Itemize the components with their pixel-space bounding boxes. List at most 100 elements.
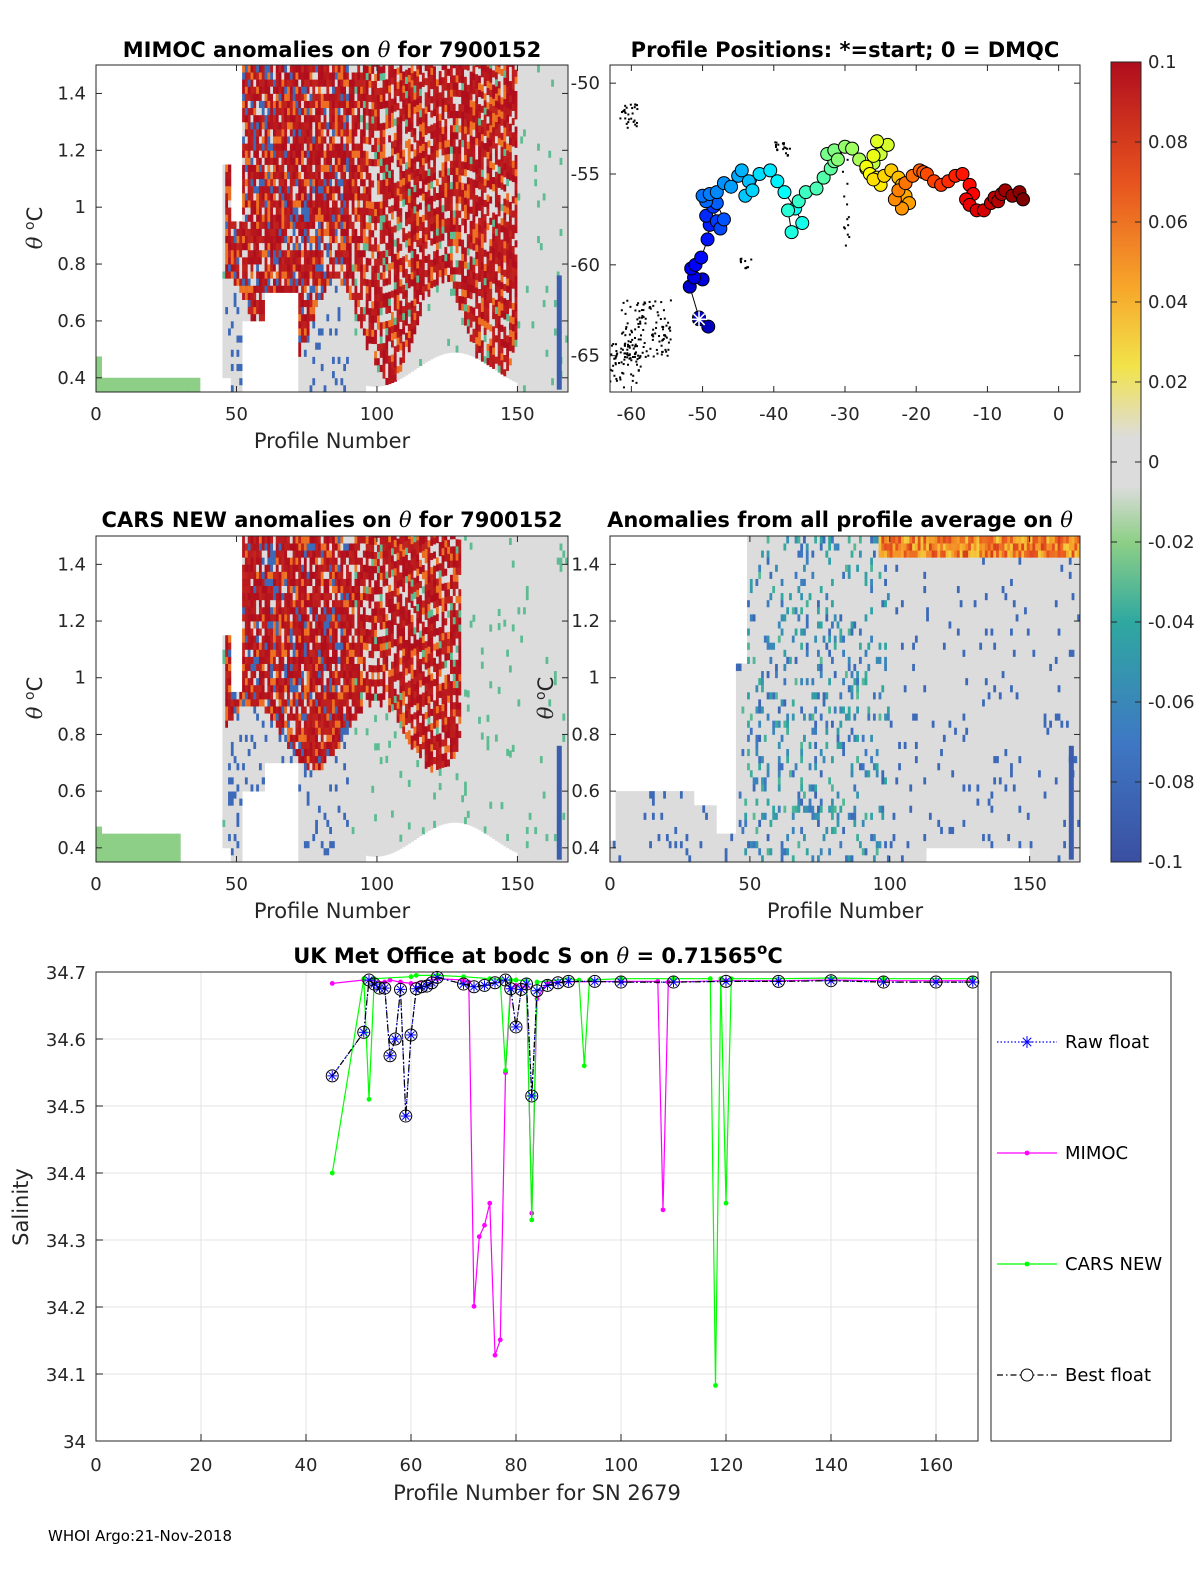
heatmap-cell — [258, 72, 263, 80]
heatmap-cell — [242, 200, 246, 208]
heatmap-cell — [464, 161, 468, 170]
heatmap-cell — [483, 235, 487, 243]
heatmap-cell — [494, 71, 499, 80]
heatmap-cell — [357, 328, 361, 336]
heatmap-cell — [337, 271, 341, 279]
heatmap-cell — [354, 349, 358, 357]
heatmap-cell — [374, 201, 378, 209]
heatmap-cell — [174, 384, 178, 392]
heatmap-cell — [301, 207, 305, 215]
heatmap-cell — [480, 261, 485, 270]
heatmap-cell — [407, 316, 412, 324]
heatmap-cell — [441, 311, 445, 319]
heatmap-cell — [242, 65, 246, 73]
heatmap-cell — [166, 384, 170, 392]
heatmap-cell — [177, 377, 181, 386]
heatmap-cell — [267, 278, 271, 286]
heatmap-cell — [326, 164, 330, 173]
heatmap-cell — [450, 174, 454, 183]
heatmap-cell — [430, 166, 434, 175]
heatmap-cell — [413, 141, 417, 150]
heatmap-cell — [469, 99, 473, 108]
heatmap-cell — [96, 384, 100, 392]
heatmap-cell — [287, 249, 291, 258]
heatmap-cell — [284, 278, 288, 286]
heatmap-cell — [405, 339, 409, 347]
heatmap-cell — [455, 238, 459, 247]
heatmap-cell — [399, 271, 403, 280]
heatmap-cell — [424, 113, 428, 121]
heatmap-cell — [244, 143, 249, 151]
heatmap-cell — [379, 222, 383, 230]
heatmap-cell — [410, 207, 414, 216]
heatmap-cell — [497, 350, 501, 359]
heatmap-cell — [466, 98, 471, 107]
heatmap-cell — [517, 299, 521, 308]
heatmap-cell — [497, 230, 501, 238]
heatmap-cell — [239, 249, 243, 258]
heatmap-cell — [256, 228, 260, 237]
heatmap-cell — [222, 356, 226, 364]
heatmap-cell — [424, 177, 428, 185]
heatmap-cell — [357, 377, 361, 386]
heatmap-cell — [261, 192, 265, 201]
heatmap-cell — [506, 71, 510, 80]
heatmap-cell — [362, 100, 367, 109]
heatmap-cell — [497, 244, 501, 252]
heatmap-cell — [520, 65, 524, 73]
heatmap-cell — [306, 164, 310, 173]
heatmap-cell — [298, 178, 302, 187]
heatmap-cell — [303, 356, 308, 364]
heatmap-cell — [301, 228, 305, 237]
heatmap-cell — [542, 292, 546, 300]
heatmap-cell — [340, 86, 344, 94]
heatmap-cell — [410, 307, 414, 315]
heatmap-cell — [376, 144, 381, 153]
heatmap-cell — [506, 178, 510, 187]
heatmap-cell — [281, 72, 285, 80]
heatmap-cell — [455, 103, 459, 111]
heatmap-cell — [548, 384, 552, 392]
heatmap-cell — [438, 255, 442, 263]
heatmap-cell — [337, 136, 341, 144]
heatmap-cell — [332, 164, 336, 173]
heatmap-cell — [399, 207, 403, 216]
heatmap-cell — [480, 332, 485, 341]
heatmap-cell — [362, 242, 367, 251]
heatmap-cell — [301, 65, 305, 73]
heatmap-cell — [250, 72, 254, 80]
heatmap-cell — [447, 210, 451, 219]
heatmap-cell — [292, 79, 296, 87]
heatmap-cell — [402, 177, 406, 186]
heatmap-cell — [461, 253, 465, 261]
heatmap-cell — [284, 235, 288, 244]
heatmap-cell — [242, 86, 246, 94]
heatmap-cell — [424, 191, 428, 199]
heatmap-cell — [309, 178, 313, 187]
heatmap-cell — [374, 151, 378, 160]
heatmap-cell — [531, 299, 535, 308]
heatmap-cell — [444, 346, 448, 354]
heatmap-cell — [438, 227, 442, 235]
heatmap-cell — [317, 65, 322, 73]
heatmap-cell — [486, 329, 490, 337]
heatmap-cell — [455, 302, 459, 311]
heatmap-cell — [410, 129, 414, 138]
heatmap-cell — [464, 254, 468, 262]
heatmap-cell — [244, 86, 249, 94]
heatmap-cell — [385, 100, 389, 108]
heatmap-cell — [393, 104, 398, 112]
heatmap-cell — [523, 200, 527, 208]
heatmap-cell — [441, 65, 445, 71]
heatmap-cell — [348, 249, 353, 258]
heatmap-cell — [343, 178, 347, 187]
heatmap-cell — [298, 320, 302, 329]
heatmap-cell — [517, 377, 521, 386]
heatmap-cell — [371, 350, 375, 359]
heatmap-cell — [405, 353, 409, 362]
heatmap-cell — [225, 164, 229, 173]
heatmap-cell — [275, 107, 280, 116]
heatmap-cell — [475, 351, 479, 359]
heatmap-cell — [452, 224, 457, 232]
heatmap-cell — [444, 303, 448, 312]
